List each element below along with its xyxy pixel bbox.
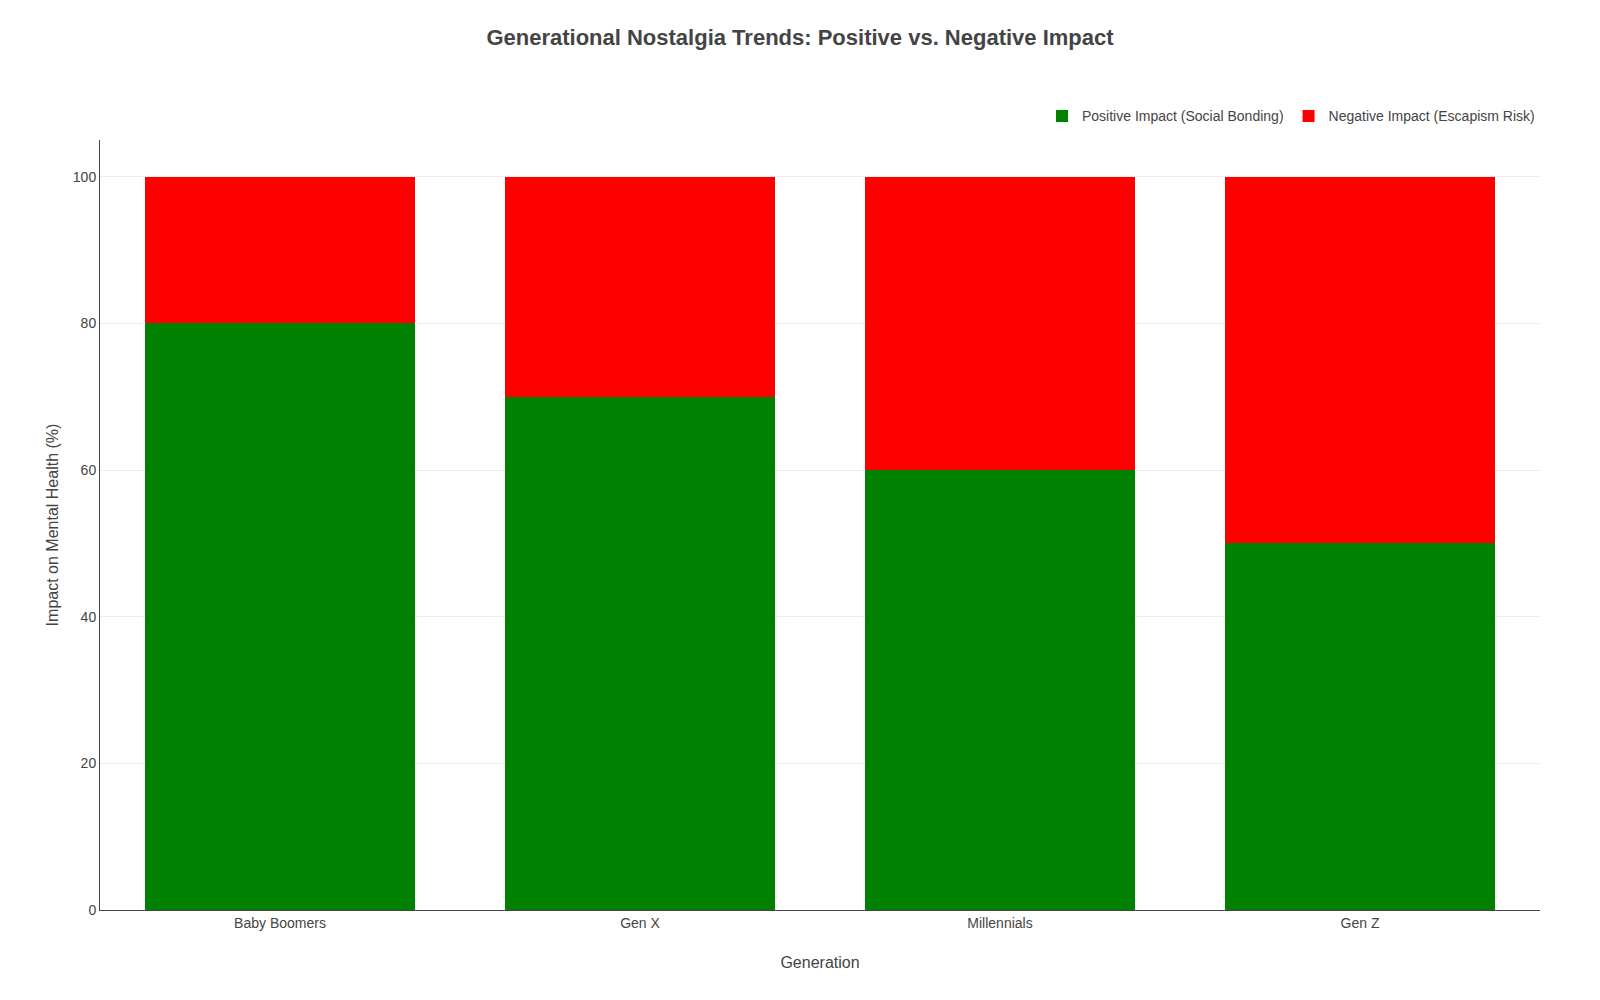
svg-text:20: 20 [81,755,97,771]
svg-text:Impact on Mental Health (%): Impact on Mental Health (%) [44,424,61,627]
svg-text:Negative Impact (Escapism Risk: Negative Impact (Escapism Risk) [1329,108,1535,124]
svg-text:Positive Impact (Social Bondin: Positive Impact (Social Bonding) [1082,108,1284,124]
svg-text:Gen X: Gen X [620,915,660,931]
svg-text:Millennials: Millennials [967,915,1032,931]
svg-text:Generational Nostalgia Trends:: Generational Nostalgia Trends: Positive … [486,25,1114,50]
svg-text:Gen Z: Gen Z [1341,915,1380,931]
svg-text:100: 100 [73,169,97,185]
svg-text:0: 0 [88,902,96,918]
svg-text:60: 60 [81,462,97,478]
svg-text:40: 40 [81,609,97,625]
svg-text:80: 80 [81,315,97,331]
svg-text:Baby Boomers: Baby Boomers [234,915,326,931]
svg-text:Generation: Generation [780,954,859,971]
